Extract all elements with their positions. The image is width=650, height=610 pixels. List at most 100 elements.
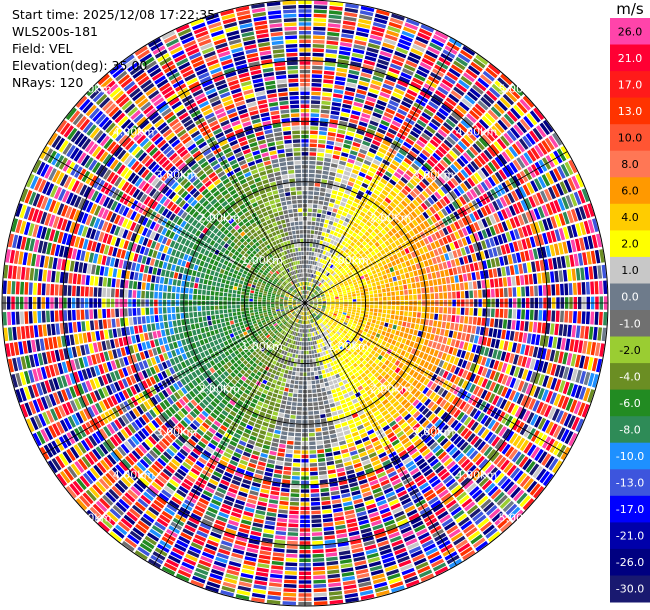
- range-gate: [334, 177, 342, 183]
- range-gate: [320, 492, 330, 497]
- range-gate: [350, 191, 357, 197]
- range-gate: [310, 121, 319, 126]
- range-gate: [410, 549, 423, 558]
- range-gate: [391, 364, 397, 371]
- range-gate: [412, 379, 419, 387]
- range-gate: [477, 231, 484, 241]
- range-gate: [343, 310, 347, 313]
- range-gate: [368, 382, 375, 389]
- range-gate: [496, 100, 508, 112]
- range-gate: [328, 425, 335, 430]
- range-gate: [432, 152, 442, 161]
- range-gate: [266, 381, 272, 387]
- range-gate: [406, 393, 413, 401]
- range-gate: [367, 228, 373, 234]
- range-gate: [473, 232, 480, 242]
- range-gate: [293, 340, 296, 345]
- range-gate: [333, 204, 340, 209]
- range-gate: [361, 323, 366, 328]
- range-gate: [473, 308, 478, 316]
- range-gate: [369, 479, 379, 486]
- range-gate: [306, 247, 310, 251]
- range-gate: [326, 188, 332, 194]
- range-gate: [338, 413, 345, 419]
- range-gate: [438, 368, 445, 377]
- range-gate: [467, 530, 481, 541]
- range-gate: [397, 418, 406, 426]
- range-gate: [384, 171, 393, 178]
- range-gate: [163, 562, 178, 572]
- range-gate: [455, 56, 468, 67]
- range-gate: [391, 175, 399, 183]
- range-gate: [331, 365, 337, 371]
- range-gate: [417, 330, 423, 337]
- range-gate: [317, 353, 321, 358]
- range-gate: [381, 260, 387, 266]
- range-gate: [311, 294, 315, 298]
- range-gate: [286, 549, 298, 554]
- range-gate: [518, 263, 524, 274]
- range-gate: [525, 357, 532, 369]
- range-gate: [320, 263, 324, 268]
- range-gate: [369, 432, 377, 439]
- range-gate: [410, 323, 415, 329]
- range-gate: [507, 254, 513, 265]
- range-gate: [352, 279, 357, 283]
- range-gate: [567, 225, 574, 239]
- range-gate: [324, 535, 336, 540]
- range-gate: [404, 505, 416, 513]
- range-gate: [300, 359, 304, 363]
- range-gate: [306, 337, 308, 342]
- range-gate: [512, 287, 517, 297]
- range-gate: [340, 284, 345, 288]
- range-gate: [314, 291, 318, 295]
- range-gate: [301, 307, 304, 311]
- range-gate: [219, 507, 231, 515]
- range-gate: [311, 70, 323, 74]
- range-gate: [511, 509, 524, 522]
- range-gate: [338, 205, 345, 211]
- range-gate: [355, 179, 362, 186]
- range-gate: [500, 459, 510, 471]
- range-gate: [378, 293, 383, 297]
- range-gate: [225, 573, 239, 580]
- range-gate: [280, 382, 286, 387]
- range-gate: [568, 159, 578, 174]
- range-gate: [420, 281, 425, 288]
- range-gate: [331, 411, 338, 416]
- range-gate: [274, 375, 279, 380]
- range-gate: [197, 563, 210, 572]
- range-gate: [450, 419, 459, 429]
- range-gate: [413, 257, 419, 264]
- range-gate: [497, 373, 505, 384]
- range-gate: [454, 323, 459, 331]
- range-gate: [405, 232, 412, 240]
- range-gate: [220, 424, 228, 432]
- range-gate: [309, 273, 312, 278]
- range-gate: [383, 353, 390, 359]
- range-gate: [238, 440, 247, 447]
- range-gate: [357, 225, 363, 231]
- range-gate: [347, 245, 353, 250]
- range-gate: [473, 290, 478, 298]
- range-gate: [479, 326, 485, 336]
- range-gate: [316, 161, 323, 166]
- range-gate: [325, 452, 333, 457]
- range-gate: [530, 446, 541, 459]
- range-gate: [353, 356, 358, 362]
- range-gate: [354, 327, 360, 332]
- range-gate: [306, 359, 310, 363]
- range-gate: [442, 314, 447, 321]
- range-gate: [307, 385, 312, 389]
- range-gate: [337, 164, 345, 170]
- range-gate: [306, 295, 309, 299]
- range-gate: [500, 116, 512, 128]
- range-gate: [440, 185, 449, 195]
- range-gate: [307, 286, 309, 291]
- range-gate: [394, 374, 401, 381]
- range-gate: [382, 483, 392, 491]
- range-gate: [315, 285, 318, 289]
- range-gate: [286, 333, 290, 338]
- range-gate: [387, 376, 394, 383]
- range-gate: [398, 164, 407, 172]
